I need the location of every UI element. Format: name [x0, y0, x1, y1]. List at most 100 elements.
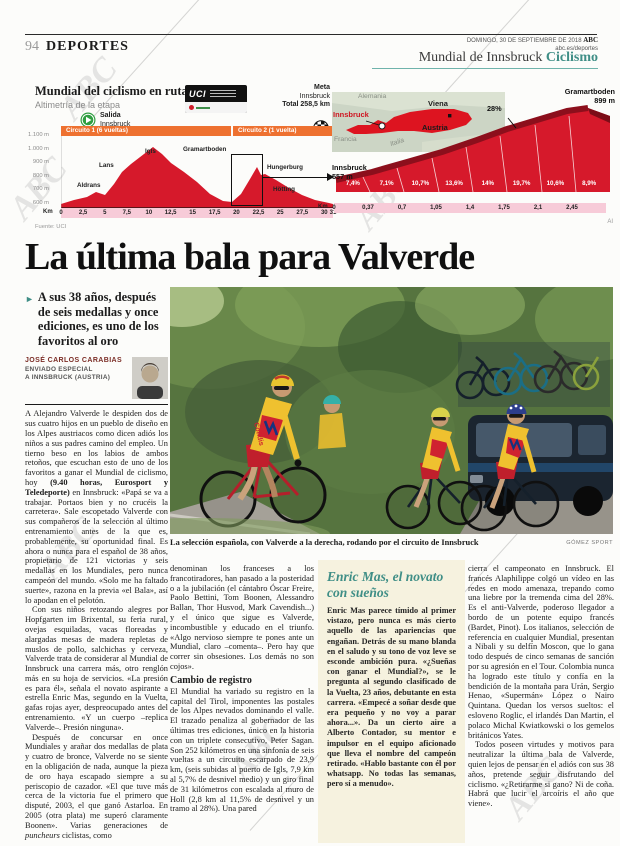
- map-label-viena: Viena: [428, 99, 448, 108]
- text-run: en Innsbruck: «Papá se va a trabajar. Po…: [25, 487, 168, 605]
- start-play-icon: [80, 112, 96, 128]
- start-label: Salida: [100, 112, 121, 119]
- circuit1-band: Circuito 1 (6 vueltas): [61, 126, 231, 136]
- section-title: DEPORTES: [46, 39, 129, 54]
- kicker: Mundial de Innsbruck Ciclismo: [419, 50, 598, 66]
- gradient-label: 7,4%: [345, 180, 360, 187]
- map-label-alemania: Alemania: [358, 93, 387, 100]
- finish-place: Innsbruck: [299, 92, 330, 100]
- sidebar-box-title: Enric Mas, el novato con sueños: [327, 569, 444, 600]
- page-number: 94: [25, 39, 39, 54]
- elevation-label: 600 m: [32, 199, 49, 206]
- peak-label-hotting: Hötting: [273, 186, 296, 193]
- axis-tick: 12,5: [164, 209, 177, 216]
- zoom-arrow-head: [327, 173, 334, 181]
- photo-caption: La selección española, con Valverde a la…: [170, 538, 479, 547]
- paragraph: Con sus niños retozando alegres por Hopf…: [25, 605, 168, 732]
- text-run: Con sus niños retozando alegres por Hopf…: [25, 605, 168, 732]
- paragraph: Enric Mas parece tímido al primer vistaz…: [327, 606, 456, 790]
- paragraph: A Alejandro Valverde le despiden dos de …: [25, 409, 168, 605]
- axis-tick: 2,45: [566, 204, 578, 211]
- headline: La última bala para Valverde: [25, 236, 475, 278]
- axis-tick: 1,75: [498, 204, 510, 211]
- text-run: Enric Mas parece tímido al primer vistaz…: [327, 606, 456, 789]
- text-run: Todos poseen virtudes y motivos para neu…: [468, 740, 614, 809]
- text-run: cierra el campeonato en Innsbruck. El fr…: [468, 564, 614, 740]
- map-label-francia: Francia: [334, 136, 357, 143]
- article-text-col4: cierra el campeonato en Innsbruck. El fr…: [468, 564, 614, 809]
- finish-total: Total 258,5 km: [282, 101, 330, 108]
- uci-logo-text: UCI: [189, 88, 206, 99]
- byline-rule: [25, 404, 168, 406]
- author-role-1: ENVIADO ESPECIAL: [25, 366, 93, 374]
- axis-tick: 27,5: [296, 209, 309, 216]
- paragraph: denominan los franceses a los francotira…: [170, 564, 314, 672]
- axis-tick: 25: [276, 209, 284, 216]
- map-label-austria: Austria: [422, 123, 448, 132]
- axis-tick: 10: [145, 209, 153, 216]
- zoom-arrow-line: [263, 177, 327, 178]
- axis-tick: 22,5: [252, 209, 265, 216]
- uci-logo-mark: [189, 105, 194, 110]
- standfirst: ► A sus 38 años, después de seis medalla…: [25, 290, 168, 348]
- axis-tick: 7,5: [122, 209, 131, 216]
- axis-tick: 0: [59, 209, 63, 216]
- axis-tick: 2,1: [533, 204, 543, 211]
- axis-tick: 15: [189, 209, 196, 216]
- axis-tick: 17,5: [208, 209, 221, 216]
- uci-logo: UCI: [185, 85, 247, 113]
- axis-tick: 1,4: [465, 204, 475, 211]
- sidebar-box-enric-mas: Enric Mas, el novato con sueños Enric Ma…: [318, 560, 465, 843]
- km-axis: 0 2,5 5 7,5 10 12,5 15 17,5 20 22,5 25 27,5 30 31: [59, 208, 336, 218]
- gradient-label: 10,7%: [411, 180, 430, 187]
- elevation-label: 900 m: [32, 159, 49, 166]
- axis-tick: 20: [233, 209, 240, 216]
- infographic-subtitle: Altimetría de la etapa: [35, 100, 121, 110]
- author-portrait: [132, 357, 168, 404]
- map-label-innsbruck: Innsbruck: [333, 110, 369, 119]
- km-axis-right: 0 0,37 0,7 1,05 1,4 1,75 2,1 2,45: [332, 203, 606, 213]
- circuit2-band: Circuito 2 (1 vuelta): [233, 126, 333, 136]
- standfirst-text: A sus 38 años, después de seis medallas …: [37, 290, 159, 348]
- gradient-label: 14%: [481, 180, 495, 187]
- axis-tick: 30: [320, 209, 328, 216]
- text-run: Después de concursar en once Mundiales y…: [25, 732, 168, 830]
- axis-tick: 2,5: [78, 209, 88, 216]
- text-run: El Mundial ha variado su registro en la …: [170, 686, 314, 814]
- bullet-arrow-icon: ►: [25, 294, 34, 304]
- elevation-label: 1.100 m: [28, 132, 49, 138]
- kicker-accent: Ciclismo: [545, 50, 598, 65]
- date-text: DOMINGO, 30 DE SEPTIEMBRE DE 2018: [466, 38, 582, 44]
- author-name: JOSÉ CARLOS CARABIAS: [25, 357, 123, 365]
- finish-block: Meta Innsbruck Total 258,5 km: [260, 84, 330, 110]
- peak-label-aldrans: Aldrans: [77, 182, 101, 189]
- site-url: abc.es/deportes: [555, 45, 598, 52]
- km-axis-label-right: Km: [318, 204, 328, 210]
- finish-label: Meta: [314, 84, 330, 91]
- paragraph: Después de concursar en once Mundiales y…: [25, 733, 168, 841]
- climb-profile-chart: [335, 105, 610, 193]
- author-role-2: A INNSBRUCK (AUSTRIA): [25, 374, 111, 382]
- max-grade-callout: 28%: [487, 104, 502, 113]
- gradient-label: 7,1%: [379, 180, 394, 187]
- climb-start-alt: 557 m: [332, 171, 353, 181]
- uci-logo-bar: [196, 106, 210, 109]
- subheading: Cambio de registro: [170, 674, 252, 686]
- peak-label-igls: Igls: [145, 148, 156, 155]
- source-credit: Fuente: UCI: [35, 224, 67, 230]
- brand-abc: ABC: [583, 36, 598, 44]
- uci-logo-lines: [210, 88, 236, 99]
- photo-credit: GÓMEZ SPORT: [566, 540, 613, 546]
- column-1: ► A sus 38 años, después de seis medalla…: [25, 290, 168, 840]
- article-text-col1: A Alejandro Valverde le despiden dos de …: [25, 409, 168, 840]
- climb-start-label: Innsbruck 557 m: [332, 163, 367, 181]
- climb-summit-alt: 899 m: [594, 95, 615, 105]
- elevation-axis: 1.100 m 1.000 m 900 m 800 m 700 m 600 m: [25, 132, 49, 206]
- dateline: DOMINGO, 30 DE SEPTIEMBRE DE 2018 ABC ab…: [466, 36, 598, 53]
- text-run: denominan los franceses a los francotira…: [170, 564, 314, 671]
- article-text-col2: denominan los franceses a los francotira…: [170, 564, 314, 814]
- kicker-rule: [372, 68, 598, 69]
- peak-label-hungerburg: Hungerburg: [267, 164, 304, 171]
- text-run: A Alejandro Valverde le despiden dos de …: [25, 409, 168, 487]
- gradient-label: 19,7%: [512, 180, 531, 187]
